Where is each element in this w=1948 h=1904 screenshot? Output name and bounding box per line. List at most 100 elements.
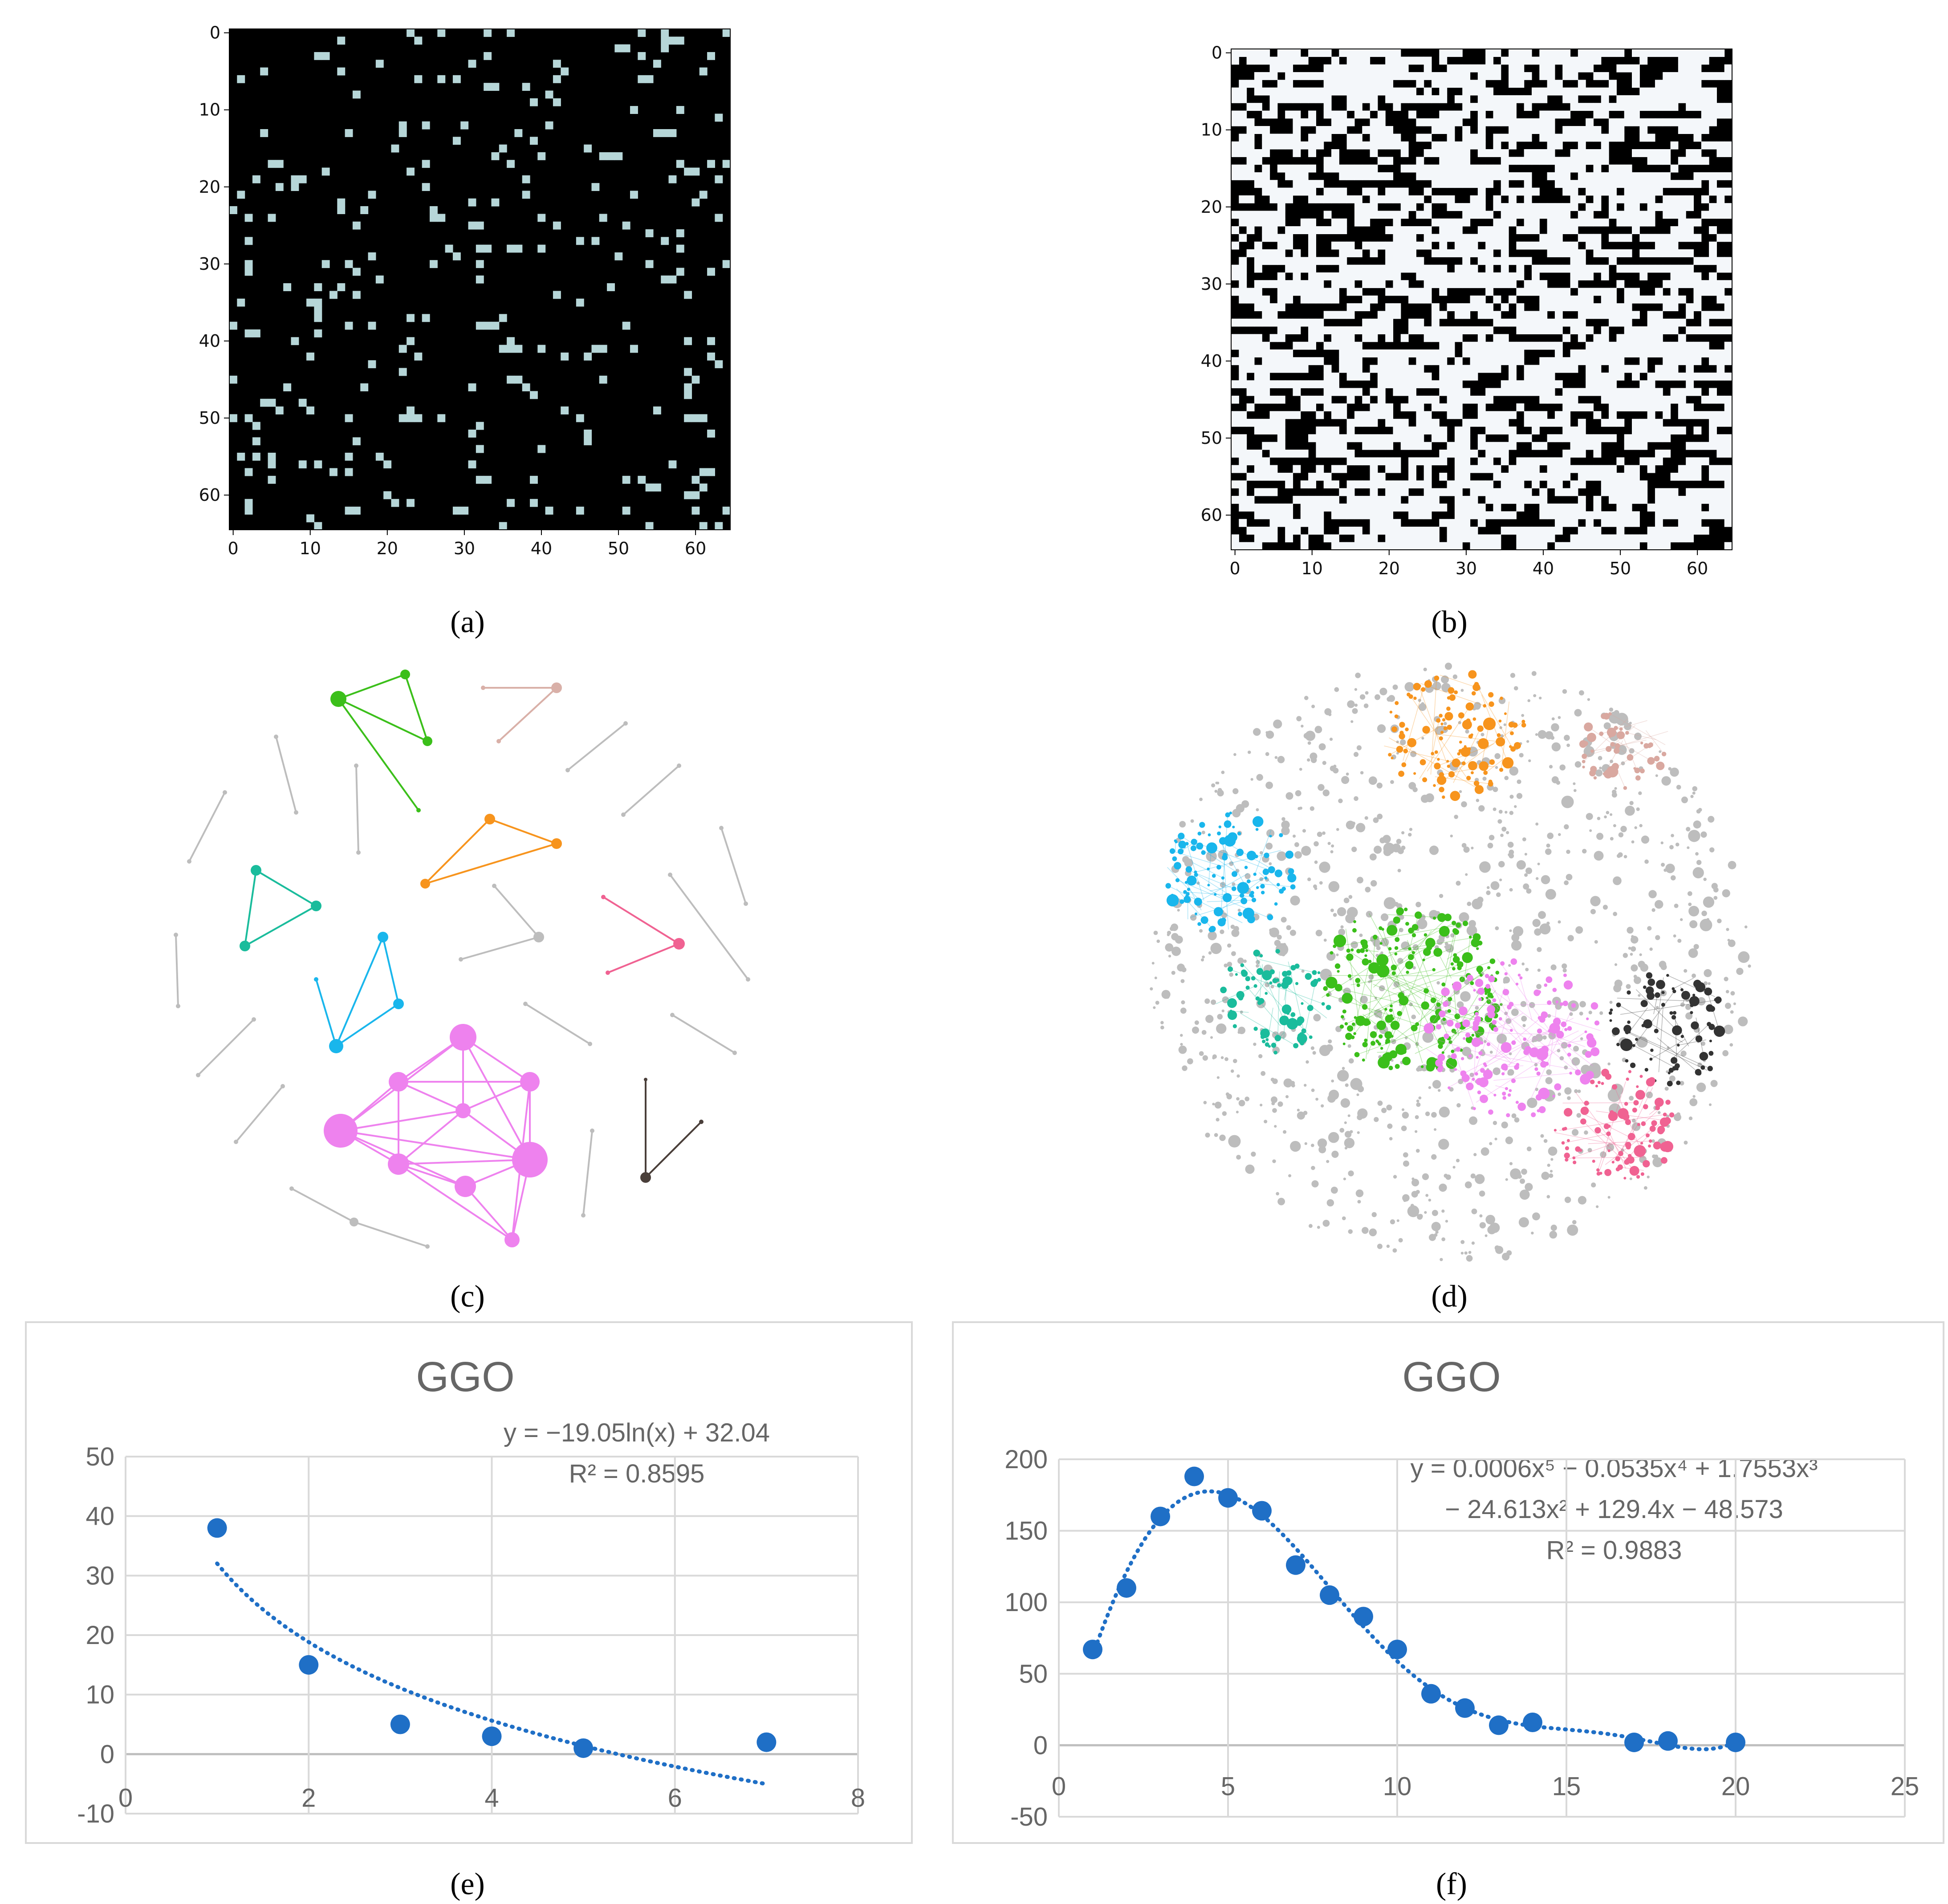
heatmap-b-cell bbox=[1354, 211, 1362, 219]
heatmap-b-cell bbox=[1655, 395, 1663, 404]
community-node bbox=[1498, 719, 1502, 723]
heatmap-b-cell bbox=[1655, 172, 1663, 180]
heatmap-b-cell bbox=[1385, 511, 1394, 520]
heatmap-b-cell bbox=[1601, 134, 1609, 142]
heatmap-b-cell bbox=[1516, 211, 1525, 219]
community-node bbox=[1389, 1008, 1393, 1012]
community-node bbox=[1371, 1041, 1376, 1046]
background-node bbox=[1502, 1254, 1506, 1258]
heatmap-b-cell bbox=[1554, 380, 1563, 389]
background-node bbox=[1564, 735, 1570, 741]
heatmap-b-cell bbox=[1670, 388, 1679, 396]
background-node bbox=[1519, 753, 1524, 758]
heatmap-b-cell bbox=[1316, 380, 1324, 389]
heatmap-b-cell bbox=[1254, 103, 1262, 111]
heatmap-b-cell bbox=[1400, 426, 1409, 434]
background-node bbox=[1265, 982, 1270, 987]
background-node bbox=[1503, 723, 1506, 727]
heatmap-b-cell bbox=[1616, 395, 1625, 404]
background-node bbox=[1736, 967, 1744, 975]
heatmap-b-cell bbox=[1509, 172, 1517, 180]
community-node bbox=[1216, 865, 1221, 870]
pink-community-node bbox=[606, 970, 610, 975]
heatmap-b-cell bbox=[1254, 241, 1262, 250]
background-node bbox=[1518, 1217, 1529, 1228]
community-node bbox=[1444, 913, 1452, 922]
heatmap-b-cell bbox=[1532, 288, 1540, 296]
heatmap-b-cell bbox=[1331, 195, 1339, 203]
background-node bbox=[1576, 1113, 1582, 1118]
background-node bbox=[1680, 1081, 1684, 1086]
heatmap-a-cell bbox=[314, 522, 322, 530]
heatmap-b-cell bbox=[1408, 318, 1416, 327]
heatmap-b-cell bbox=[1416, 80, 1424, 88]
background-node bbox=[1464, 979, 1470, 985]
community-node bbox=[1413, 696, 1417, 700]
heatmap-b-cell bbox=[1709, 472, 1717, 481]
community-edge bbox=[1273, 1032, 1284, 1046]
heatmap-b-cell bbox=[1339, 118, 1347, 126]
grey-pair-edge bbox=[582, 1130, 593, 1216]
heatmap-a-cell bbox=[699, 191, 708, 199]
heatmap-b-cell bbox=[1447, 480, 1455, 489]
heatmap-b-cell bbox=[1462, 110, 1471, 119]
heatmap-b-cell bbox=[1416, 434, 1424, 443]
background-node bbox=[1296, 716, 1302, 722]
background-node bbox=[1432, 1210, 1438, 1216]
heatmap-a-cell bbox=[522, 191, 530, 199]
heatmap-b-cell bbox=[1462, 372, 1471, 381]
background-node bbox=[1675, 842, 1680, 847]
background-node bbox=[1180, 1034, 1183, 1037]
heatmap-b-cell bbox=[1632, 372, 1640, 381]
heatmap-b-cell bbox=[1554, 357, 1563, 365]
heatmap-b-cell bbox=[1570, 264, 1578, 273]
community-edge bbox=[1392, 967, 1489, 1042]
heatmap-b-cell bbox=[1231, 211, 1239, 219]
heatmap-b-cell bbox=[1377, 511, 1386, 520]
heatmap-b-cell bbox=[1670, 357, 1679, 365]
community-node bbox=[1417, 684, 1421, 688]
heatmap-b-cell bbox=[1370, 326, 1378, 334]
community-node bbox=[1404, 907, 1408, 912]
community-node bbox=[1246, 879, 1251, 884]
background-node bbox=[1154, 976, 1157, 979]
heatmap-b-cell bbox=[1370, 534, 1378, 543]
heatmap-b-cell bbox=[1686, 442, 1694, 450]
heatmap-b-cell bbox=[1439, 472, 1448, 481]
heatmap-b-cell bbox=[1262, 149, 1270, 157]
background-node bbox=[1499, 726, 1502, 729]
heatmap-b-cell bbox=[1416, 195, 1424, 203]
heatmap-b-cell bbox=[1586, 380, 1594, 389]
heatmap-b-cell bbox=[1316, 442, 1324, 450]
heatmap-b-cell bbox=[1616, 334, 1625, 342]
community-node bbox=[1436, 1002, 1441, 1007]
community-node bbox=[1197, 922, 1201, 926]
heatmap-b-cell bbox=[1477, 442, 1486, 450]
heatmap-b-cell bbox=[1524, 187, 1532, 196]
background-node bbox=[1418, 1096, 1422, 1100]
heatmap-b-cell bbox=[1501, 103, 1509, 111]
heatmap-b-cell bbox=[1393, 218, 1401, 227]
heatmap-b-cell bbox=[1339, 403, 1347, 412]
heatmap-b-cell bbox=[1532, 157, 1540, 165]
heatmap-b-cell bbox=[1609, 403, 1617, 412]
heatmap-b-cell bbox=[1624, 365, 1632, 373]
heatmap-b-cell bbox=[1647, 103, 1655, 111]
background-node bbox=[1328, 881, 1340, 892]
background-node bbox=[1321, 1104, 1324, 1108]
heatmap-b-cell bbox=[1269, 411, 1278, 419]
heatmap-b-cell bbox=[1300, 187, 1309, 196]
heatmap-b-cell bbox=[1254, 157, 1262, 165]
heatmap-b-cell bbox=[1724, 64, 1732, 73]
background-node bbox=[1299, 806, 1302, 810]
heatmap-a-cell bbox=[352, 437, 361, 446]
background-node bbox=[1471, 846, 1474, 849]
heatmap-b-cell bbox=[1532, 465, 1540, 473]
heatmap-b-cell bbox=[1254, 472, 1262, 481]
heatmap-a-cell bbox=[653, 406, 661, 414]
heatmap-b-cell bbox=[1701, 527, 1709, 535]
heatmap-a-cell bbox=[468, 430, 476, 438]
heatmap-b-cell bbox=[1370, 457, 1378, 466]
heatmap-b-cell bbox=[1524, 57, 1532, 65]
background-node bbox=[1504, 1011, 1508, 1015]
